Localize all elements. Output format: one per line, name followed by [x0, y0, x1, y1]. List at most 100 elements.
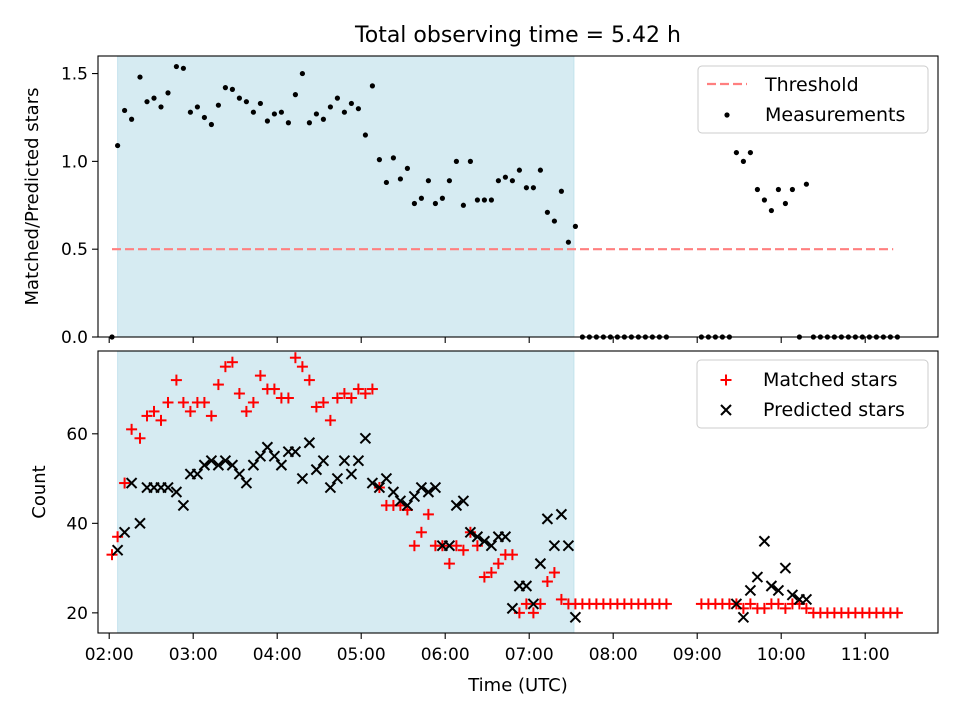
measurement-point: [516, 167, 523, 173]
matched-star-marker: [359, 388, 371, 400]
matched-star-marker: [148, 405, 160, 417]
matched-star-marker: [422, 508, 434, 520]
measurement-point: [158, 104, 164, 110]
predicted-star-marker: [555, 508, 568, 521]
predicted-star-marker: [111, 544, 124, 556]
measurement-point: [165, 90, 171, 96]
matched-star-marker: [317, 396, 329, 408]
matched-star-marker: [415, 526, 427, 538]
measurement-point: [292, 92, 298, 98]
predicted-star-marker: [765, 580, 778, 592]
measurement-point: [137, 74, 143, 80]
measurement-point: [460, 202, 466, 208]
count-x-axis-ticks: 02:00 03:00 04:00 05:00 06:00 07:00 08:00 09:00…: [85, 633, 890, 665]
measurement-point: [285, 120, 291, 126]
matched-star-marker: [106, 549, 118, 561]
measurement-point: [530, 185, 537, 191]
predicted-star-marker: [737, 611, 750, 624]
x-tick-label: 11:00: [841, 645, 890, 665]
ratio-panel: 0.0 0.5 1.0 1.5 Total observing time = 5.42…: [22, 23, 939, 348]
predicted-star-marker: [506, 602, 519, 615]
ratio-plot-frame: [97, 55, 939, 338]
predicted-star-marker: [800, 593, 813, 606]
predicted-star-marker: [401, 499, 414, 512]
measurement-point: [551, 218, 558, 224]
matched-star-marker: [779, 602, 791, 614]
y-tick-label: 1.5: [61, 65, 88, 85]
matched-star-marker: [744, 598, 756, 610]
measurement-point: [222, 85, 228, 91]
x-tick-label: 09:00: [673, 645, 722, 665]
x-tick-label: 04:00: [253, 645, 302, 665]
predicted-star-marker: [177, 499, 190, 512]
matched-star-marker: [247, 396, 259, 408]
measurement-point: [306, 120, 312, 126]
matched-star-marker: [366, 383, 378, 395]
measurement-point: [327, 104, 333, 110]
matched-star-marker: [338, 388, 350, 400]
x-tick-label: 08:00: [589, 645, 638, 665]
matched-star-marker: [126, 423, 138, 435]
measurement-point: [439, 195, 445, 201]
matched-star-marker: [555, 593, 567, 605]
predicted-star-marker: [352, 454, 365, 467]
measurement-point: [173, 63, 179, 70]
measurement-point: [341, 109, 347, 115]
measurement-point: [115, 142, 121, 149]
measurement-point: [537, 167, 544, 173]
predicted-star-marker: [338, 454, 351, 467]
measurement-point: [320, 116, 326, 122]
matched-star-marker: [233, 388, 245, 400]
predicted-star-marker: [548, 540, 561, 552]
predicted-star-marker: [429, 481, 442, 494]
x-tick-label: 05:00: [337, 645, 386, 665]
measurement-point: [229, 86, 235, 92]
measurement-point: [768, 207, 775, 214]
ratio-x-axis-ticks: [108, 337, 866, 343]
matched-star-marker: [772, 598, 784, 610]
matched-star-marker: [506, 549, 518, 561]
count-y-axis-label: Count: [29, 465, 50, 518]
measurement-point: [481, 197, 487, 203]
predicted-star-marker: [118, 526, 131, 538]
predicted-star-marker: [162, 481, 174, 494]
measurement-point: [348, 100, 354, 107]
measurement-point: [775, 186, 782, 193]
x-tick-label: 10:00: [757, 645, 806, 665]
ratio-y-axis-ticks: 0.0 0.5 1.0 1.5: [61, 65, 98, 348]
measurement-point: [180, 65, 186, 71]
count-y-axis-ticks: 20 40 60: [66, 425, 98, 624]
chart-title: Total observing time = 5.42 h: [354, 23, 681, 48]
measurement-point: [271, 111, 277, 117]
matched-star-marker: [443, 558, 455, 570]
measurement-point: [194, 104, 200, 110]
measurement-point: [523, 185, 530, 191]
predicted-star-marker: [240, 477, 253, 489]
matched-star-marker: [408, 540, 420, 552]
matched-star-marker: [527, 607, 539, 619]
predicted-star-marker: [779, 562, 792, 574]
matched-star-marker: [492, 558, 504, 570]
matched-star-marker: [450, 540, 462, 552]
matched-star-marker: [800, 602, 812, 614]
measurement-point: [789, 186, 796, 193]
matched-star-marker: [324, 414, 336, 426]
x-tick-label: 06:00: [421, 645, 470, 665]
predicted-star-marker: [499, 531, 512, 543]
measurement-point: [474, 197, 480, 203]
measurement-point: [425, 178, 431, 184]
matched-star-marker: [282, 392, 294, 404]
measurement-point: [803, 181, 810, 187]
x-tick-label: 02:00: [85, 645, 134, 665]
predicted-star-marker: [562, 540, 575, 552]
predicted-star-marker: [730, 598, 743, 610]
predicted-star-marker: [247, 459, 260, 471]
matched-star-marker: [303, 374, 315, 386]
predicted-star-marker: [289, 446, 302, 458]
y-tick-label: 40: [66, 514, 88, 534]
measurement-point: [418, 195, 424, 201]
measurement-point: [144, 99, 150, 105]
x-tick-label: 03:00: [169, 645, 218, 665]
measurement-point: [362, 132, 368, 138]
